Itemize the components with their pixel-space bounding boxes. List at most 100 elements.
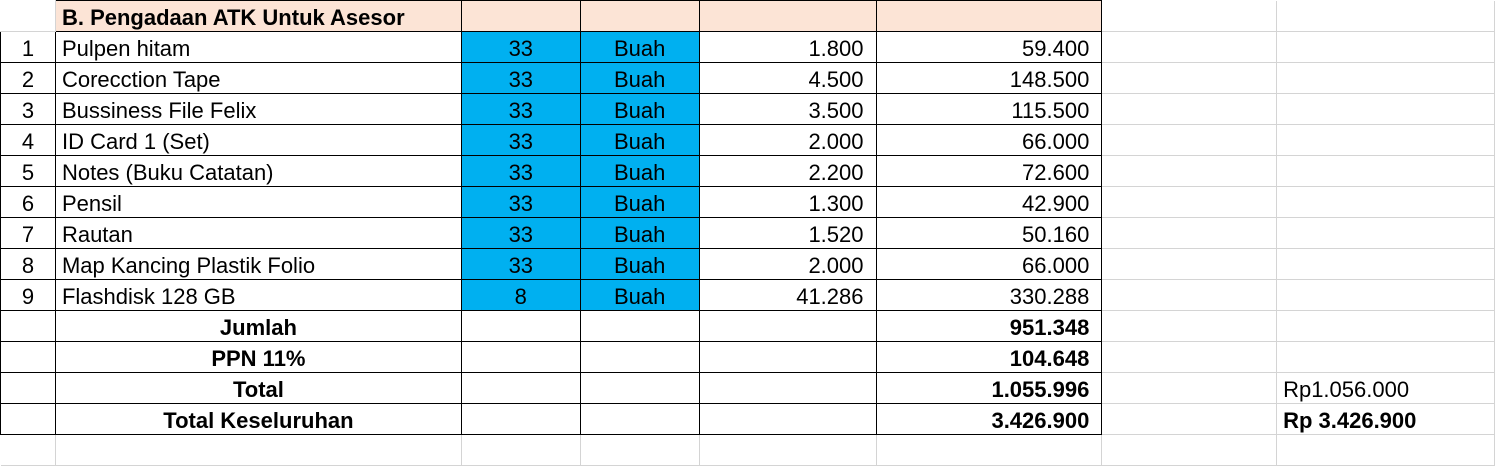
unit-cell[interactable]: Buah: [579, 62, 700, 94]
cell[interactable]: [1276, 124, 1495, 156]
quantity-cell[interactable]: 33: [460, 62, 581, 94]
cell[interactable]: [1101, 31, 1278, 63]
cell[interactable]: [579, 403, 700, 435]
cell[interactable]: [0, 310, 56, 342]
item-name-cell[interactable]: Map Kancing Plastik Folio: [54, 248, 462, 280]
item-name-cell[interactable]: Flashdisk 128 GB: [54, 279, 462, 311]
unit-price-cell[interactable]: 1.300: [698, 186, 877, 218]
cell[interactable]: [1276, 279, 1495, 311]
unit-cell[interactable]: Buah: [579, 186, 700, 218]
unit-price-cell[interactable]: 41.286: [698, 279, 877, 311]
cell[interactable]: [1276, 62, 1495, 94]
unit-cell[interactable]: Buah: [579, 124, 700, 156]
cell[interactable]: [1101, 62, 1278, 94]
summary-label-cell[interactable]: Total Keseluruhan: [54, 403, 462, 435]
cell[interactable]: [460, 403, 581, 435]
summary-value-cell[interactable]: 3.426.900: [875, 403, 1103, 435]
row-number-cell[interactable]: 4: [0, 124, 56, 156]
unit-price-cell[interactable]: 2.000: [698, 124, 877, 156]
row-number-cell[interactable]: 1: [0, 31, 56, 63]
cell[interactable]: [1101, 403, 1278, 435]
row-number-cell[interactable]: 7: [0, 217, 56, 249]
cell[interactable]: [1101, 279, 1278, 311]
cell[interactable]: [0, 0, 56, 32]
cell[interactable]: [876, 434, 1103, 466]
summary-value-cell[interactable]: 951.348: [875, 310, 1103, 342]
item-name-cell[interactable]: ID Card 1 (Set): [54, 124, 462, 156]
rounded-amount-cell[interactable]: [1276, 341, 1495, 373]
cell[interactable]: [1101, 248, 1278, 280]
line-total-cell[interactable]: 72.600: [875, 155, 1103, 187]
row-number-cell[interactable]: 2: [0, 62, 56, 94]
cell[interactable]: [579, 0, 700, 32]
cell[interactable]: [461, 434, 581, 466]
line-total-cell[interactable]: 148.500: [875, 62, 1103, 94]
cell[interactable]: [1101, 155, 1278, 187]
cell[interactable]: [698, 310, 877, 342]
unit-price-cell[interactable]: 1.800: [698, 31, 877, 63]
cell[interactable]: [1101, 310, 1278, 342]
cell[interactable]: [875, 0, 1103, 32]
cell[interactable]: [579, 310, 700, 342]
row-number-cell[interactable]: 6: [0, 186, 56, 218]
item-name-cell[interactable]: Pulpen hitam: [54, 31, 462, 63]
quantity-cell[interactable]: 33: [460, 93, 581, 125]
line-total-cell[interactable]: 115.500: [875, 93, 1103, 125]
unit-price-cell[interactable]: 4.500: [698, 62, 877, 94]
cell[interactable]: [1276, 248, 1495, 280]
cell[interactable]: [1101, 186, 1278, 218]
cell[interactable]: [698, 403, 877, 435]
cell[interactable]: [1101, 0, 1278, 32]
summary-label-cell[interactable]: PPN 11%: [54, 341, 462, 373]
line-total-cell[interactable]: 42.900: [875, 186, 1103, 218]
cell[interactable]: [1101, 93, 1278, 125]
unit-cell[interactable]: Buah: [579, 155, 700, 187]
line-total-cell[interactable]: 66.000: [875, 124, 1103, 156]
cell[interactable]: [1276, 93, 1495, 125]
cell[interactable]: [1101, 434, 1278, 466]
unit-cell[interactable]: Buah: [579, 217, 700, 249]
cell[interactable]: [0, 434, 56, 466]
quantity-cell[interactable]: 8: [460, 279, 581, 311]
cell[interactable]: [0, 372, 56, 404]
cell[interactable]: [0, 403, 56, 435]
rounded-amount-cell[interactable]: Rp1.056.000: [1276, 372, 1495, 404]
cell[interactable]: [1276, 217, 1495, 249]
cell[interactable]: [1276, 186, 1495, 218]
item-name-cell[interactable]: Notes (Buku Catatan): [54, 155, 462, 187]
cell[interactable]: [55, 434, 462, 466]
cell[interactable]: [698, 0, 877, 32]
cell[interactable]: [579, 341, 700, 373]
line-total-cell[interactable]: 59.400: [875, 31, 1103, 63]
cell[interactable]: [460, 310, 581, 342]
cell[interactable]: [579, 372, 700, 404]
cell[interactable]: [1101, 341, 1278, 373]
unit-cell[interactable]: Buah: [579, 93, 700, 125]
item-name-cell[interactable]: Corecction Tape: [54, 62, 462, 94]
summary-label-cell[interactable]: Total: [54, 372, 462, 404]
cell[interactable]: [460, 0, 581, 32]
cell[interactable]: [1276, 31, 1495, 63]
quantity-cell[interactable]: 33: [460, 248, 581, 280]
item-name-cell[interactable]: Bussiness File Felix: [54, 93, 462, 125]
cell[interactable]: [1101, 372, 1278, 404]
unit-price-cell[interactable]: 3.500: [698, 93, 877, 125]
cell[interactable]: [1276, 0, 1495, 32]
row-number-cell[interactable]: 9: [0, 279, 56, 311]
cell[interactable]: [580, 434, 700, 466]
unit-cell[interactable]: Buah: [579, 248, 700, 280]
quantity-cell[interactable]: 33: [460, 124, 581, 156]
cell[interactable]: [460, 341, 581, 373]
cell[interactable]: [1101, 217, 1278, 249]
item-name-cell[interactable]: Rautan: [54, 217, 462, 249]
quantity-cell[interactable]: 33: [460, 31, 581, 63]
section-title-cell[interactable]: B. Pengadaan ATK Untuk Asesor: [54, 0, 462, 32]
cell[interactable]: [698, 341, 877, 373]
unit-price-cell[interactable]: 2.000: [698, 248, 877, 280]
summary-value-cell[interactable]: 104.648: [875, 341, 1103, 373]
rounded-amount-cell[interactable]: Rp 3.426.900: [1276, 403, 1495, 435]
summary-label-cell[interactable]: Jumlah: [54, 310, 462, 342]
rounded-amount-cell[interactable]: [1276, 310, 1495, 342]
item-name-cell[interactable]: Pensil: [54, 186, 462, 218]
line-total-cell[interactable]: 66.000: [875, 248, 1103, 280]
